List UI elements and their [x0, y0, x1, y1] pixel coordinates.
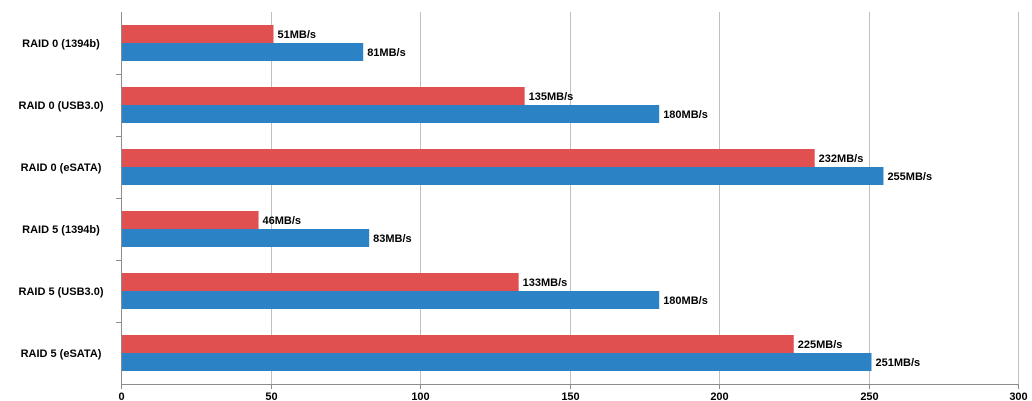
bar	[121, 273, 519, 291]
bar	[121, 335, 794, 353]
bar	[121, 149, 815, 167]
bar	[121, 353, 872, 371]
data-label: 83MB/s	[373, 233, 412, 245]
data-label: 180MB/s	[663, 109, 708, 121]
category-label: RAID 5 (eSATA)	[21, 348, 102, 360]
data-label: 255MB/s	[887, 171, 932, 183]
bars	[121, 25, 884, 371]
x-tick-label: 300	[1009, 391, 1027, 401]
data-label: 46MB/s	[263, 215, 302, 227]
data-label: 232MB/s	[819, 153, 864, 165]
labels: 51MB/s 81MB/s RAID 0 (1394b) 135MB/s 180MB/s…	[19, 29, 1028, 401]
bar	[121, 43, 364, 61]
data-label: 81MB/s	[367, 47, 406, 59]
bar	[121, 167, 884, 185]
bar	[121, 105, 660, 123]
x-tick-label: 250	[860, 391, 878, 401]
grid-lines	[271, 12, 1019, 384]
data-label: 51MB/s	[277, 29, 316, 41]
bar	[121, 291, 660, 309]
category-label: RAID 0 (1394b)	[22, 38, 100, 50]
data-label: 251MB/s	[875, 357, 920, 369]
data-label: 225MB/s	[798, 339, 843, 351]
category-label: RAID 5 (USB3.0)	[19, 286, 104, 298]
axes	[116, 12, 1019, 389]
x-tick-label: 200	[710, 391, 728, 401]
x-tick-label: 100	[411, 391, 429, 401]
bar	[121, 87, 525, 105]
x-tick-label: 150	[561, 391, 579, 401]
data-label: 180MB/s	[663, 295, 708, 307]
bar	[121, 229, 370, 247]
bar	[121, 211, 259, 229]
category-label: RAID 0 (USB3.0)	[19, 100, 104, 112]
data-label: 135MB/s	[529, 91, 574, 103]
category-label: RAID 0 (eSATA)	[21, 162, 102, 174]
x-tick-label: 50	[265, 391, 277, 401]
x-tick-label: 0	[118, 391, 124, 401]
category-label: RAID 5 (1394b)	[22, 224, 100, 236]
bar	[121, 25, 274, 43]
data-label: 133MB/s	[523, 277, 568, 289]
